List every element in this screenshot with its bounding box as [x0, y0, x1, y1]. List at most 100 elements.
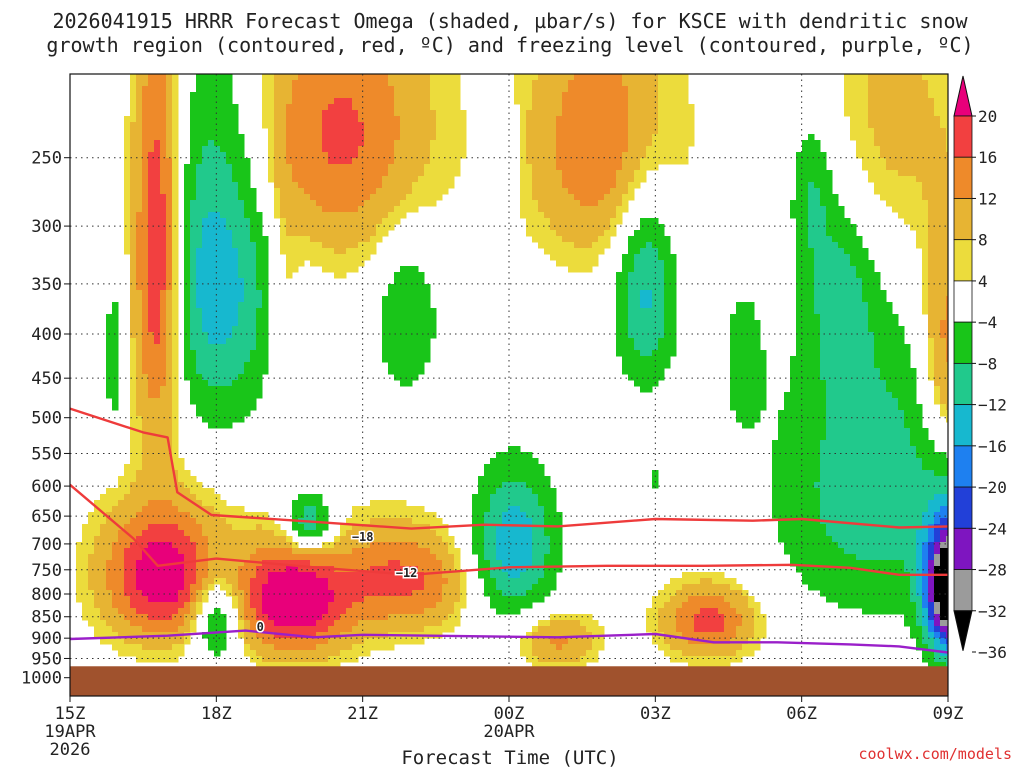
omega-cell [316, 176, 323, 183]
omega-cell [208, 422, 215, 429]
omega-cell [196, 524, 203, 531]
omega-cell [298, 230, 305, 237]
omega-cell [430, 176, 437, 183]
omega-cell [142, 122, 149, 129]
omega-cell [256, 596, 263, 603]
omega-cell [400, 374, 407, 381]
omega-cell [142, 308, 149, 315]
omega-cell [376, 638, 383, 645]
omega-cell [454, 608, 461, 615]
omega-cell [370, 140, 377, 147]
omega-cell [364, 650, 371, 657]
omega-cell [172, 332, 179, 339]
omega-cell [430, 194, 437, 201]
omega-cell [562, 116, 569, 123]
omega-cell [172, 446, 179, 453]
omega-cell [112, 572, 119, 579]
omega-cell [604, 218, 611, 225]
omega-cell [364, 608, 371, 615]
omega-cell [214, 284, 221, 291]
omega-cell [532, 632, 539, 639]
omega-cell [478, 518, 485, 525]
omega-cell [550, 200, 557, 207]
omega-cell [286, 116, 293, 123]
omega-cell [532, 98, 539, 105]
omega-cell [334, 266, 341, 273]
omega-cell [406, 110, 413, 117]
omega-cell [526, 74, 533, 81]
omega-cell [202, 176, 209, 183]
omega-cell [226, 350, 233, 357]
omega-cell [250, 638, 257, 645]
omega-cell [280, 86, 287, 93]
omega-cell [124, 242, 131, 249]
omega-cell [604, 80, 611, 87]
omega-cell [556, 140, 563, 147]
omega-cell [220, 338, 227, 345]
omega-cell [124, 176, 131, 183]
omega-cell [442, 626, 449, 633]
omega-cell [370, 584, 377, 591]
omega-cell [178, 590, 185, 597]
omega-cell [256, 218, 263, 225]
omega-cell [358, 248, 365, 255]
omega-cell [154, 380, 161, 387]
omega-cell [598, 248, 605, 255]
omega-cell [550, 626, 557, 633]
omega-cell [598, 92, 605, 99]
omega-cell [214, 416, 221, 423]
omega-cell [130, 572, 137, 579]
omega-cell [142, 266, 149, 273]
omega-cell [388, 206, 395, 213]
omega-cell [616, 320, 623, 327]
omega-cell [310, 548, 317, 555]
omega-cell [172, 524, 179, 531]
omega-cell [328, 74, 335, 81]
omega-cell [310, 212, 317, 219]
omega-cell [232, 530, 239, 537]
omega-cell [274, 80, 281, 87]
omega-cell [346, 236, 353, 243]
omega-cell [160, 356, 167, 363]
omega-cell [550, 620, 557, 627]
omega-cell [598, 134, 605, 141]
omega-cell [130, 512, 137, 519]
omega-cell [616, 284, 623, 291]
omega-cell [598, 74, 605, 81]
omega-cell [346, 122, 353, 129]
omega-cell [256, 266, 263, 273]
omega-cell [226, 302, 233, 309]
omega-cell [418, 320, 425, 327]
omega-cell [274, 602, 281, 609]
omega-cell [154, 374, 161, 381]
omega-cell [172, 536, 179, 543]
omega-cell [418, 170, 425, 177]
omega-cell [238, 410, 245, 417]
omega-cell [634, 326, 641, 333]
omega-cell [316, 500, 323, 507]
omega-cell [598, 182, 605, 189]
omega-cell [472, 542, 479, 549]
omega-cell [406, 122, 413, 129]
omega-cell [142, 656, 149, 663]
omega-cell [538, 632, 545, 639]
omega-cell [340, 626, 347, 633]
omega-cell [226, 254, 233, 261]
omega-cell [196, 482, 203, 489]
omega-cell [388, 302, 395, 309]
omega-cell [550, 530, 557, 537]
omega-cell [148, 236, 155, 243]
omega-cell [250, 650, 257, 657]
omega-cell [382, 176, 389, 183]
omega-cell [394, 584, 401, 591]
omega-cell [160, 560, 167, 567]
omega-cell [136, 488, 143, 495]
omega-cell [160, 608, 167, 615]
omega-cell [256, 638, 263, 645]
omega-cell [256, 590, 263, 597]
omega-cell [178, 578, 185, 585]
omega-cell [256, 554, 263, 561]
omega-cell [364, 248, 371, 255]
omega-cell [640, 170, 647, 177]
omega-cell [190, 608, 197, 615]
